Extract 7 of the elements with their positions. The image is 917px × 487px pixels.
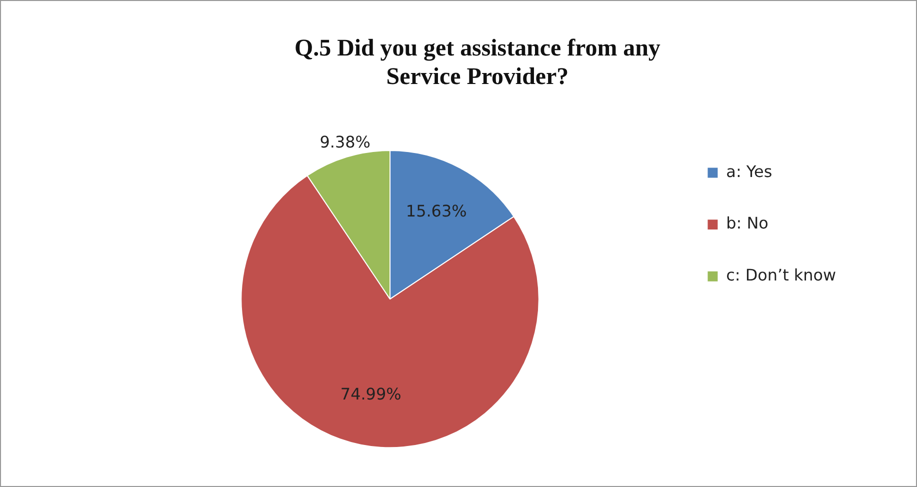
legend-label: a: Yes xyxy=(726,162,772,181)
data-label: 74.99% xyxy=(340,384,402,404)
data-label: 9.38% xyxy=(320,132,370,152)
data-label: 15.63% xyxy=(406,202,467,221)
chart-title: Q.5 Did you get assistance from any Service Provider? xyxy=(294,35,660,90)
legend-label: c: Don’t know xyxy=(726,266,836,284)
legend-label: b: No xyxy=(726,214,768,233)
